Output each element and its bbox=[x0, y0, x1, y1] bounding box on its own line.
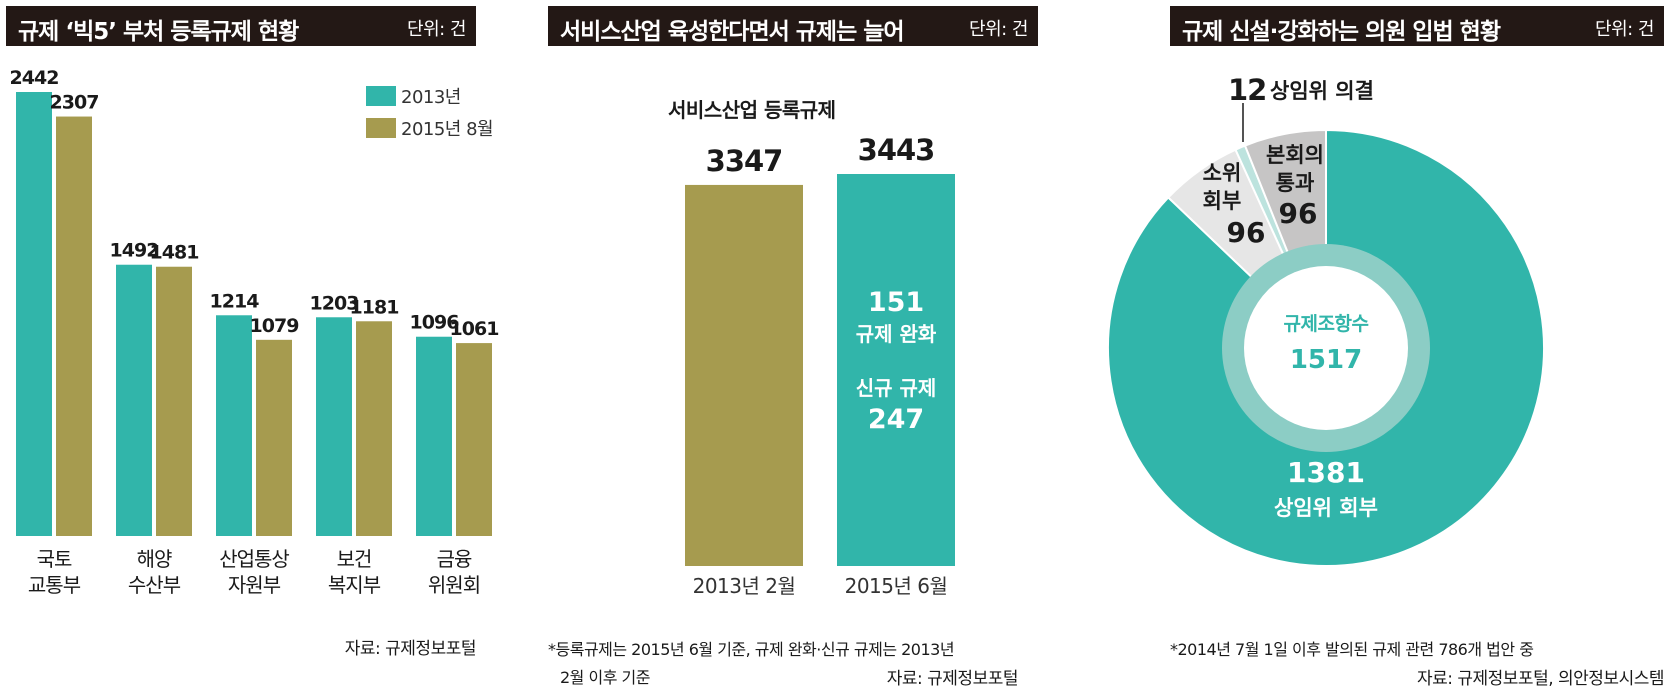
ease-label: 규제 완화 bbox=[856, 322, 937, 346]
bar bbox=[356, 321, 392, 536]
bar-value-label: 3443 bbox=[858, 133, 935, 167]
category-label: 금융 bbox=[437, 547, 472, 571]
panel2-note-line1: *등록규제는 2015년 6월 기준, 규제 완화·신규 규제는 2013년 bbox=[548, 640, 955, 659]
panel1-unit: 단위: 건 bbox=[407, 19, 466, 40]
bar bbox=[837, 174, 955, 566]
legend-label: 2013년 bbox=[401, 87, 461, 108]
panel1-source: 자료: 규제정보포털 bbox=[344, 639, 477, 659]
category-label: 위원회 bbox=[428, 573, 480, 597]
panel2-subtitle: 서비스산업 등록규제 bbox=[668, 98, 836, 122]
panel2-note-line2: 2월 이후 기준 bbox=[560, 668, 650, 687]
bar-value-label: 2307 bbox=[50, 92, 99, 114]
bar bbox=[56, 116, 92, 536]
ease-value: 151 bbox=[868, 287, 924, 318]
bar bbox=[456, 343, 492, 536]
panel-service: 서비스산업 육성한다면서 규제는 늘어 단위: 건 서비스산업 등록규제 334… bbox=[520, 0, 1100, 695]
bar bbox=[316, 317, 352, 536]
bar bbox=[256, 339, 292, 536]
slice-value-label: 12 bbox=[1228, 73, 1266, 107]
legend-swatch bbox=[366, 86, 396, 106]
panel3-titlebar: 규제 신설·강화하는 의원 입법 현황 단위: 건 bbox=[1170, 6, 1664, 46]
category-label: 수산부 bbox=[128, 573, 181, 597]
panel2-title: 서비스산업 육성한다면서 규제는 늘어 bbox=[560, 19, 905, 45]
panel1-titlebar: 규제 ‘빅5’ 부처 등록규제 현황 단위: 건 bbox=[6, 6, 476, 46]
bar bbox=[216, 315, 252, 536]
bar-value-label: 1214 bbox=[210, 290, 260, 312]
bar-value-label: 2442 bbox=[10, 67, 59, 89]
category-label: 교통부 bbox=[28, 573, 81, 597]
bar bbox=[156, 266, 192, 536]
bar-value-label: 3347 bbox=[706, 144, 783, 178]
panel2-source: 자료: 규제정보포털 bbox=[886, 669, 1019, 689]
category-label: 해양 bbox=[137, 547, 172, 571]
new-label: 신규 규제 bbox=[856, 376, 937, 400]
panel3-note: *2014년 7월 1일 이후 발의된 규제 관련 786개 법안 중 bbox=[1170, 640, 1534, 659]
panel1-title: 규제 ‘빅5’ 부처 등록규제 현황 bbox=[18, 19, 299, 45]
panel-legislation: 규제 신설·강화하는 의원 입법 현황 단위: 건 규제조항수 1517 1381 상… bbox=[1100, 0, 1674, 695]
panel-big5: 규제 ‘빅5’ 부처 등록규제 현황 단위: 건 2442 2307 국토 교통부 14… bbox=[0, 0, 520, 695]
slice-name-label: 상임위 회부 bbox=[1274, 496, 1378, 520]
category-label: 복지부 bbox=[328, 573, 381, 597]
slice-value-label: 96 bbox=[1227, 216, 1266, 249]
center-value: 1517 bbox=[1290, 345, 1362, 375]
center-label: 규제조항수 bbox=[1284, 313, 1369, 335]
category-label: 자원부 bbox=[228, 573, 281, 597]
category-label: 산업통상 bbox=[219, 547, 289, 571]
new-value: 247 bbox=[868, 404, 924, 435]
bar-value-label: 1181 bbox=[350, 296, 399, 318]
panel2-titlebar: 서비스산업 육성한다면서 규제는 늘어 단위: 건 bbox=[548, 6, 1038, 46]
slice-value-label: 96 bbox=[1279, 197, 1318, 230]
slice-value-label: 1381 bbox=[1287, 456, 1365, 489]
slice-name-label: 본회의 bbox=[1266, 143, 1324, 167]
slice-name-label: 상임위 의결 bbox=[1270, 79, 1374, 103]
panel2-unit: 단위: 건 bbox=[969, 19, 1028, 40]
panel3-unit: 단위: 건 bbox=[1595, 19, 1654, 40]
bar-value-label: 1481 bbox=[150, 242, 199, 264]
bar bbox=[116, 264, 152, 536]
legend-label: 2015년 8월 bbox=[401, 119, 493, 140]
bar-value-label: 1079 bbox=[250, 315, 299, 337]
panel3-source: 자료: 규제정보포털, 의안정보시스템 bbox=[1416, 669, 1665, 689]
bar-value-label: 1203 bbox=[310, 292, 359, 314]
bar-value-label: 1492 bbox=[110, 240, 159, 262]
bar bbox=[416, 336, 452, 536]
slice-name-label: 통과 bbox=[1276, 171, 1315, 195]
bar bbox=[685, 184, 803, 567]
slice-name-label: 회부 bbox=[1203, 189, 1242, 213]
panel3-title: 규제 신설·강화하는 의원 입법 현황 bbox=[1182, 19, 1501, 45]
category-label: 2013년 2월 bbox=[693, 574, 796, 598]
category-label: 국토 bbox=[37, 547, 72, 571]
category-label: 2015년 6월 bbox=[845, 574, 948, 598]
bar-value-label: 1061 bbox=[450, 318, 499, 340]
bar bbox=[16, 92, 52, 536]
legend-swatch bbox=[366, 118, 396, 138]
category-label: 보건 bbox=[337, 547, 372, 571]
donut-hole bbox=[1244, 266, 1408, 430]
slice-name-label: 소위 bbox=[1203, 161, 1242, 185]
bar-value-label: 1096 bbox=[410, 312, 460, 334]
